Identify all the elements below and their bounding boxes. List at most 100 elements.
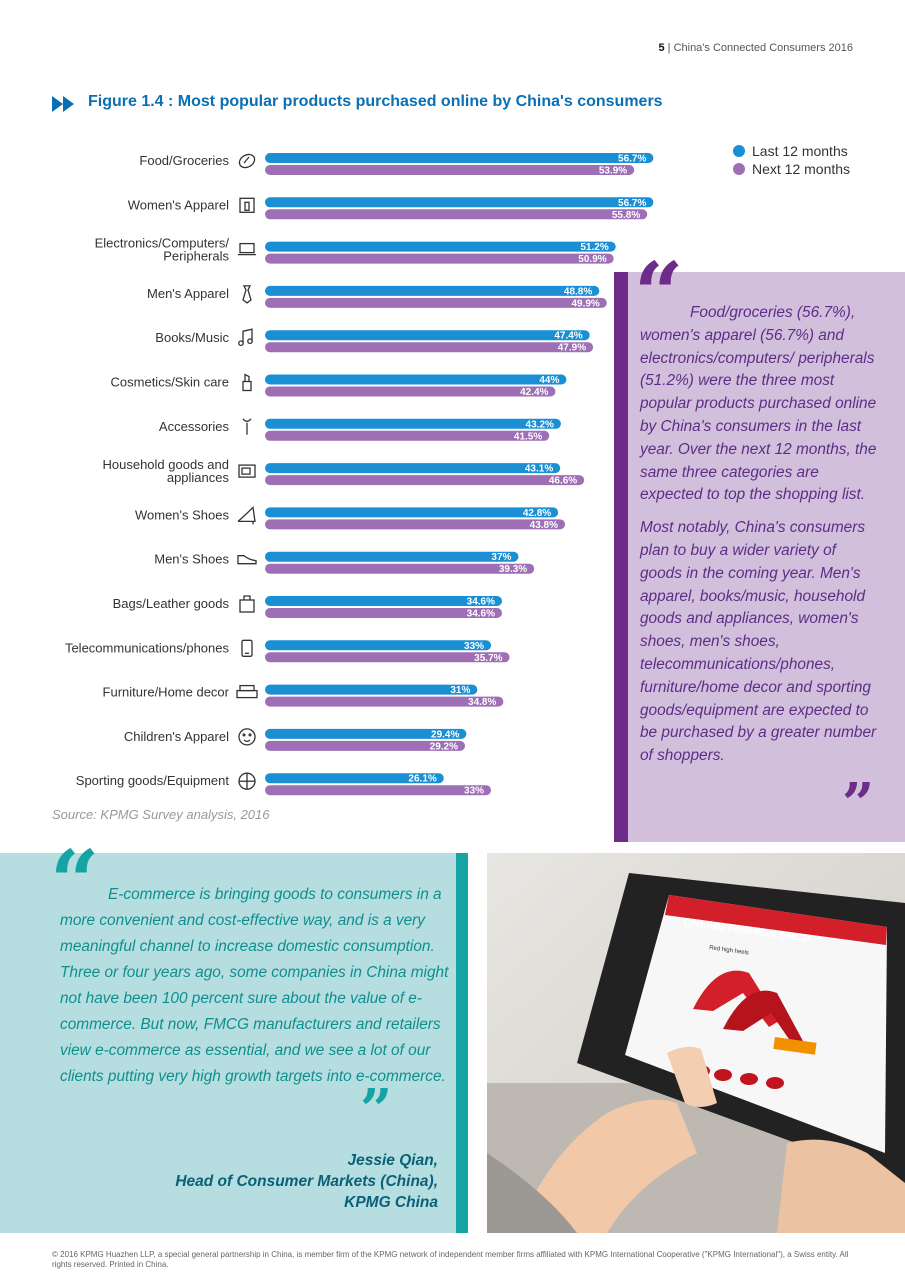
bar-value-label: 33%: [464, 641, 484, 652]
bar-next-12-months: [265, 475, 585, 486]
attribution-org: KPMG China: [344, 1194, 438, 1211]
sofa-icon: [236, 684, 258, 699]
page-number: 5: [658, 42, 665, 54]
bar-value-label: 47.9%: [558, 343, 586, 354]
attribution-name: Jessie Qian,: [347, 1152, 438, 1169]
bar-next-12-months: [265, 342, 594, 353]
bar-value-label: 53.9%: [599, 166, 627, 177]
bar-value-label: 50.9%: [578, 254, 606, 265]
bar-value-label: 55.8%: [612, 210, 640, 221]
bag-icon: [239, 595, 255, 613]
music-icon: [238, 328, 253, 347]
bar-next-12-months: [265, 563, 535, 574]
legend-swatch-last: [733, 145, 745, 157]
category-label: Books/Music: [155, 330, 229, 345]
bar-last-12-months: [265, 197, 654, 208]
bar-next-12-months: [265, 608, 503, 618]
bar-last-12-months: [265, 463, 561, 474]
bar-last-12-months: [265, 640, 492, 651]
tie-icon: [242, 285, 252, 304]
bar-last-12-months: [265, 728, 467, 739]
category-label: Women's Apparel: [128, 197, 229, 212]
bar-value-label: 56.7%: [618, 198, 646, 209]
bar-last-12-months: [265, 330, 590, 341]
bar-next-12-months: [265, 297, 607, 308]
quote-attribution: Jessie Qian, Head of Consumer Markets (C…: [175, 1150, 438, 1213]
bar-value-label: 51.2%: [580, 242, 608, 253]
bread-icon: [238, 153, 256, 169]
category-label: Children's Apparel: [124, 729, 229, 744]
category-label: Men's Shoes: [154, 552, 229, 567]
bar-next-12-months: [265, 209, 648, 220]
bar-value-label: 35.7%: [474, 653, 502, 664]
bar-value-label: 43.8%: [530, 520, 558, 531]
sneaker-icon: [237, 555, 257, 565]
highlight-quote: Food/groceries (56.7%), women's apparel …: [640, 302, 880, 778]
bar-value-label: 34.6%: [467, 597, 495, 608]
bar-next-12-months: [265, 696, 504, 707]
quote-panel-teal-bar: [456, 853, 468, 1233]
bar-value-label: 29.2%: [430, 741, 458, 752]
figure-title: Figure 1.4 : Most popular products purch…: [88, 93, 663, 110]
chart-legend: Last 12 months Next 12 months: [733, 142, 850, 178]
bar-next-12-months: [265, 740, 466, 751]
bar-next-12-months: [265, 785, 492, 796]
legend-swatch-next: [733, 163, 745, 175]
copyright-footer: © 2016 KPMG Huazhen LLP, a special gener…: [52, 1250, 849, 1269]
expert-quote: E-commerce is bringing goods to consumer…: [60, 886, 449, 1085]
tablet-shopping-photo: ONLINE FASHION SHOP Red high heels: [487, 853, 905, 1233]
category-label: Bags/Leather goods: [113, 596, 230, 611]
bar-value-label: 34.8%: [468, 697, 496, 708]
bar-next-12-months: [265, 519, 566, 530]
highlight-quote-para1: Food/groceries (56.7%), women's apparel …: [640, 304, 877, 504]
bar-value-label: 56.7%: [618, 154, 646, 165]
bar-last-12-months: [265, 241, 616, 252]
bar-value-label: 37%: [491, 552, 511, 563]
bar-next-12-months: [265, 386, 556, 397]
close-quote-icon: ”: [842, 771, 875, 837]
category-label: Men's Apparel: [147, 286, 229, 301]
bar-last-12-months: [265, 285, 600, 296]
header-separator: |: [667, 42, 671, 54]
bar-value-label: 48.8%: [564, 286, 592, 297]
bar-value-label: 42.4%: [520, 387, 548, 398]
bar-next-12-months: [265, 430, 550, 441]
tv-icon: [238, 464, 256, 478]
bar-value-label: 31%: [450, 685, 470, 696]
bar-last-12-months: [265, 596, 503, 606]
category-label: Food/Groceries: [139, 153, 229, 168]
page-header: 5 | China's Connected Consumers 2016: [658, 42, 853, 54]
bar-value-label: 41.5%: [514, 431, 542, 442]
bar-last-12-months: [265, 374, 567, 385]
legend-label-last: Last 12 months: [752, 143, 848, 159]
bar-value-label: 26.1%: [408, 774, 436, 785]
bar-value-label: 46.6%: [549, 476, 577, 487]
bar-last-12-months: [265, 684, 478, 695]
quote-panel-purple: [614, 272, 905, 842]
bar-value-label: 29.4%: [431, 729, 459, 740]
bar-value-label: 47.4%: [554, 331, 582, 342]
category-label: Furniture/Home decor: [103, 685, 230, 700]
bar-last-12-months: [265, 153, 654, 163]
quote-panel-accent-bar: [614, 272, 628, 842]
bar-last-12-months: [265, 507, 559, 518]
category-label: Household goods and appliances: [103, 457, 230, 485]
dress-icon: [239, 197, 255, 213]
category-label: Electronics/Computers/Peripherals: [95, 236, 230, 264]
category-label: Telecommunications/phones: [65, 640, 230, 655]
attribution-role: Head of Consumer Markets (China),: [175, 1173, 438, 1190]
highlight-quote-para2: Most notably, China's consumers plan to …: [640, 519, 877, 765]
wrench-icon: [242, 418, 252, 435]
close-quote-icon: ”: [360, 1077, 393, 1143]
bar-last-12-months: [265, 418, 561, 429]
bar-next-12-months: [265, 165, 635, 175]
category-label: Sporting goods/Equipment: [76, 773, 230, 788]
lipstick-icon: [242, 373, 252, 392]
bar-value-label: 33%: [464, 786, 484, 797]
bar-value-label: 39.3%: [499, 564, 527, 575]
child-icon: [238, 728, 256, 746]
bar-last-12-months: [265, 551, 519, 562]
bar-value-label: 43.2%: [526, 419, 554, 430]
bar-next-12-months: [265, 652, 510, 663]
open-quote-icon: “: [634, 244, 684, 345]
